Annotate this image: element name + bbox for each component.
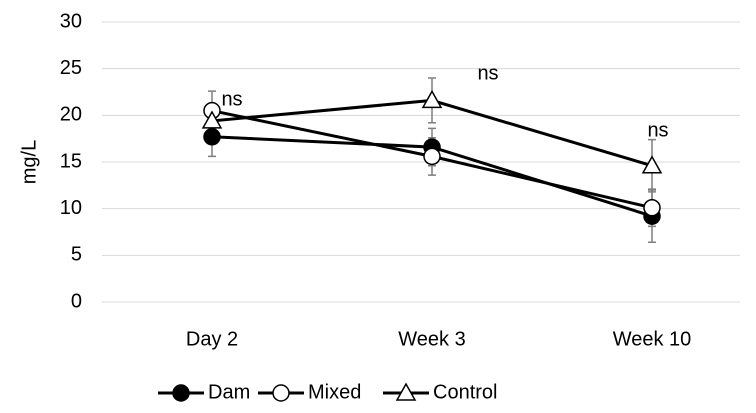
data-point <box>643 198 661 217</box>
annotation: ns <box>477 62 498 84</box>
data-point <box>203 128 221 146</box>
y-tick-label: 25 <box>60 57 82 79</box>
data-point <box>201 110 223 129</box>
legend-label: Control <box>433 381 497 403</box>
y-tick-label: 10 <box>60 197 82 219</box>
y-tick-label: 15 <box>60 150 82 172</box>
legend-marker <box>395 382 417 401</box>
annotation: ns <box>647 119 668 141</box>
data-point <box>423 147 441 166</box>
x-tick-label: Week 3 <box>398 328 465 350</box>
y-tick-label: 5 <box>71 244 82 266</box>
x-tick-label: Week 10 <box>613 328 692 350</box>
data-point <box>421 89 443 109</box>
legend-marker <box>272 384 290 402</box>
legend-marker <box>172 384 190 402</box>
annotation: ns <box>221 88 242 110</box>
y-tick-label: 30 <box>60 10 82 32</box>
y-tick-label: 0 <box>71 290 82 312</box>
legend-label: Mixed <box>308 381 361 403</box>
x-tick-label: Day 2 <box>186 328 238 350</box>
legend-label: Dam <box>208 381 250 403</box>
y-tick-label: 20 <box>60 104 82 126</box>
data-point <box>641 155 663 174</box>
y-axis-label: mg/L <box>18 140 40 184</box>
